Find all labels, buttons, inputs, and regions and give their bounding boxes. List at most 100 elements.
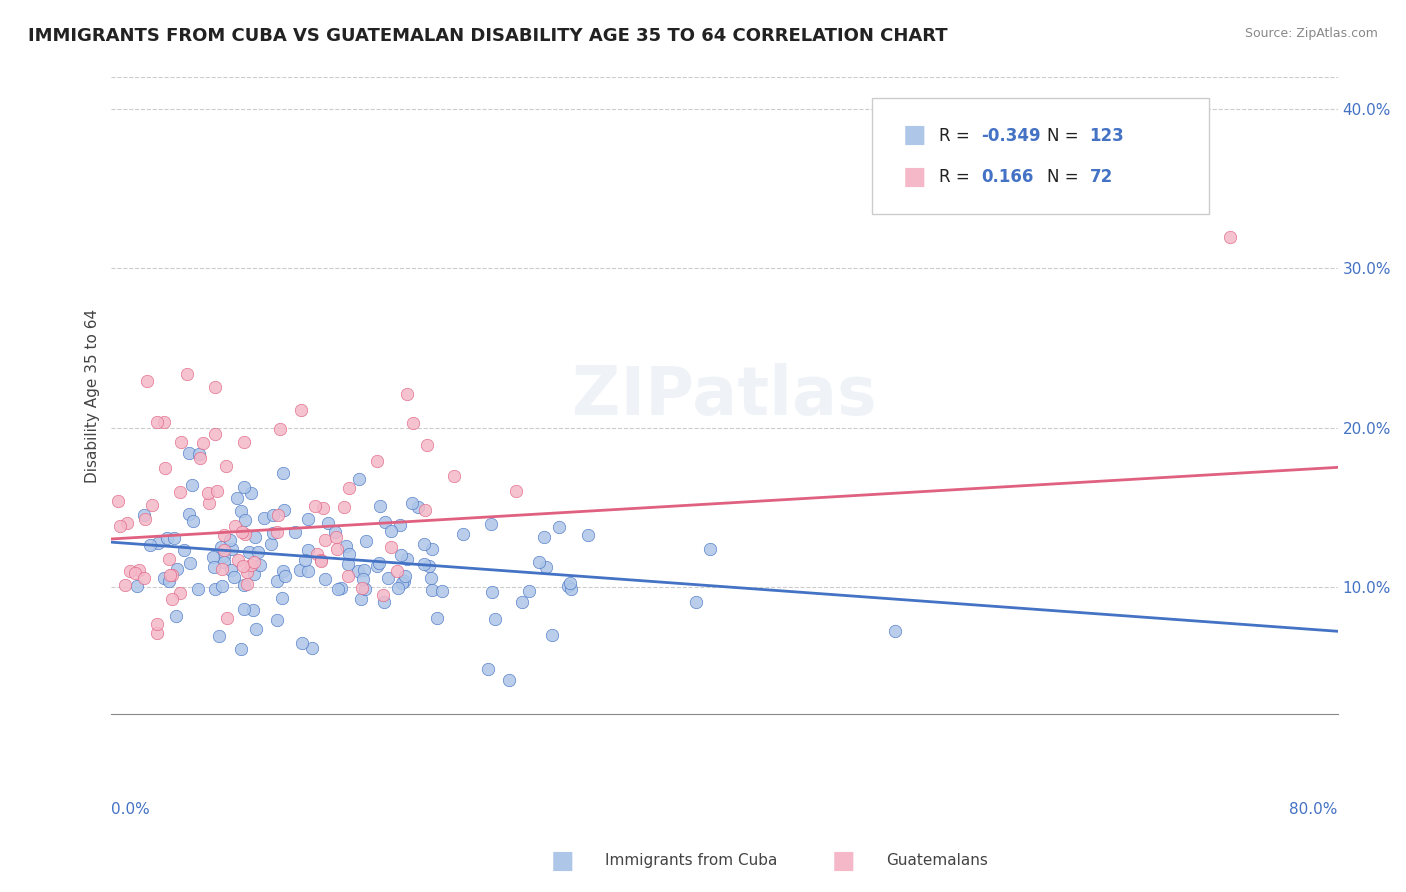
Point (204, 379, 226, 393)
Point (153, 461, 176, 475)
Point (347, 472, 370, 486)
Point (163, 532, 186, 546)
Point (685, 595, 707, 609)
Point (420, 542, 443, 557)
Point (309, 553, 332, 567)
Point (211, 579, 233, 593)
Point (134, 512, 156, 526)
Point (325, 530, 347, 544)
Point (380, 541, 402, 555)
Point (536, 560, 558, 574)
Point (108, 518, 131, 533)
Point (146, 625, 169, 640)
Point (209, 540, 232, 554)
Point (346, 564, 368, 578)
Point (233, 527, 256, 541)
Point (373, 595, 395, 609)
Text: -0.349: -0.349 (981, 127, 1040, 145)
Point (156, 531, 179, 545)
Point (160, 568, 183, 582)
Point (527, 555, 550, 569)
Point (326, 582, 349, 597)
Point (699, 541, 721, 556)
Point (159, 567, 181, 582)
Point (267, 508, 290, 522)
Point (505, 483, 527, 498)
Point (120, 564, 142, 578)
Text: 80.0%: 80.0% (1289, 802, 1337, 816)
Point (157, 574, 180, 588)
Point (374, 515, 396, 529)
Point (419, 571, 441, 585)
Point (173, 543, 195, 558)
Text: 0.166: 0.166 (981, 168, 1033, 186)
Point (479, 516, 502, 531)
Point (219, 533, 242, 547)
Point (576, 528, 599, 542)
Point (128, 563, 150, 577)
Point (221, 542, 243, 557)
Point (443, 469, 465, 483)
Point (420, 583, 443, 598)
Point (232, 434, 254, 449)
Point (394, 568, 416, 582)
Text: R =: R = (939, 168, 976, 186)
Point (337, 558, 360, 572)
Point (326, 541, 349, 556)
Point (153, 415, 176, 429)
Point (301, 640, 323, 655)
Text: N =: N = (1047, 127, 1084, 145)
Point (271, 466, 294, 480)
Point (271, 564, 294, 578)
Point (191, 436, 214, 450)
Point (451, 526, 474, 541)
Point (232, 578, 254, 592)
Point (232, 602, 254, 616)
Point (367, 557, 389, 571)
Text: IMMIGRANTS FROM CUBA VS GUATEMALAN DISABILITY AGE 35 TO 64 CORRELATION CHART: IMMIGRANTS FROM CUBA VS GUATEMALAN DISAB… (28, 27, 948, 45)
Point (389, 548, 412, 562)
Point (395, 552, 418, 566)
Point (197, 486, 219, 500)
Point (179, 556, 201, 570)
Point (332, 500, 354, 515)
Point (212, 543, 235, 558)
Text: R =: R = (939, 127, 976, 145)
Point (356, 534, 378, 549)
Point (418, 558, 440, 573)
Text: ■: ■ (551, 849, 574, 872)
Point (314, 572, 336, 586)
Point (127, 579, 149, 593)
Point (318, 516, 340, 530)
Point (392, 574, 415, 588)
Point (245, 622, 267, 636)
Point (157, 551, 180, 566)
Point (146, 415, 169, 429)
Point (139, 538, 162, 552)
Point (204, 582, 226, 596)
Point (350, 592, 373, 607)
Point (391, 575, 413, 590)
Point (371, 588, 394, 602)
Point (270, 591, 292, 606)
Point (354, 582, 377, 597)
Point (253, 511, 276, 525)
Text: N =: N = (1047, 168, 1084, 186)
Point (366, 558, 388, 573)
Point (413, 537, 436, 551)
Point (114, 578, 136, 592)
Point (377, 571, 399, 585)
Point (548, 520, 571, 534)
Point (232, 559, 254, 574)
Point (181, 478, 204, 492)
Point (222, 570, 245, 584)
Point (304, 499, 326, 513)
Point (1219, 229, 1241, 244)
Point (107, 494, 129, 508)
Point (238, 545, 260, 559)
Point (350, 582, 373, 596)
Text: ■: ■ (903, 123, 927, 147)
Point (262, 508, 284, 522)
Point (148, 536, 170, 550)
Point (337, 481, 360, 495)
